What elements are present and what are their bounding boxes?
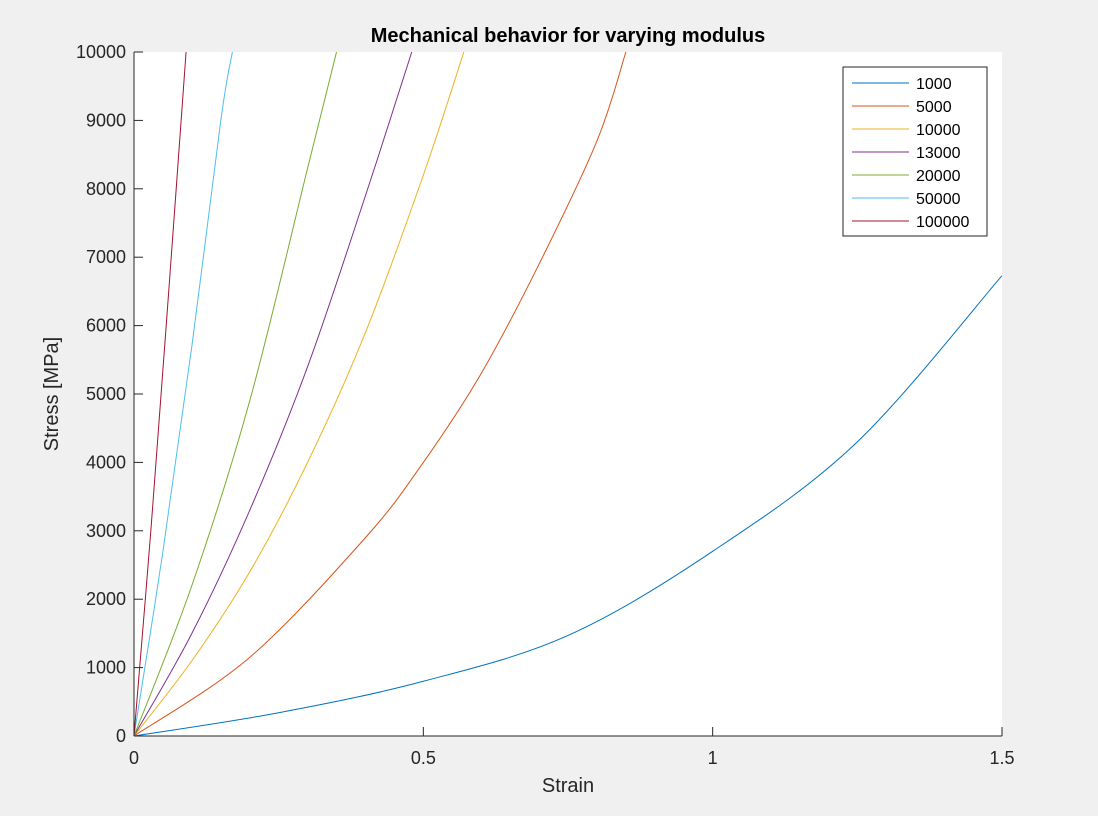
x-tick-label: 0.5 xyxy=(411,748,436,768)
legend-label-13000: 13000 xyxy=(916,145,961,162)
legend-label-5000: 5000 xyxy=(916,99,952,116)
series-line-20000 xyxy=(134,52,338,736)
y-axis-label: Stress [MPa] xyxy=(41,337,63,451)
y-tick-label: 6000 xyxy=(86,316,126,336)
series-layer xyxy=(134,52,1002,736)
series-line-5000 xyxy=(134,52,627,736)
x-tick-label: 1.5 xyxy=(989,748,1014,768)
legend: 1000 5000 10000 13000 20000 50000 100000 xyxy=(842,66,988,237)
legend-label-20000: 20000 xyxy=(916,168,961,185)
x-tick-label: 0 xyxy=(129,748,139,768)
y-tick-label: 5000 xyxy=(86,384,126,404)
legend-label-50000: 50000 xyxy=(916,191,961,208)
series-line-50000 xyxy=(134,52,233,736)
legend-label-100000: 100000 xyxy=(916,214,969,231)
legend-label-1000: 1000 xyxy=(916,76,952,93)
series-line-100000 xyxy=(134,52,187,736)
series-line-13000 xyxy=(134,52,413,736)
series-line-10000 xyxy=(134,52,465,736)
chart-title: Mechanical behavior for varying modulus xyxy=(371,25,766,47)
y-tick-label: 1000 xyxy=(86,658,126,678)
y-tick-label: 0 xyxy=(116,726,126,746)
axes-layer: 0 0.5 1 1.5 0 1000 2000 3000 4000 5000 6000 7000 800… xyxy=(76,42,1015,768)
x-tick-label: 1 xyxy=(708,748,718,768)
series-line-1000 xyxy=(134,275,1002,736)
legend-label-10000: 10000 xyxy=(916,122,961,139)
y-tick-label: 10000 xyxy=(76,42,126,62)
y-tick-label: 4000 xyxy=(86,452,126,472)
y-tick-label: 7000 xyxy=(86,247,126,267)
y-tick-label: 2000 xyxy=(86,589,126,609)
y-tick-label: 8000 xyxy=(86,179,126,199)
x-axis-label: Strain xyxy=(542,775,594,797)
y-tick-label: 9000 xyxy=(86,110,126,130)
y-tick-label: 3000 xyxy=(86,521,126,541)
